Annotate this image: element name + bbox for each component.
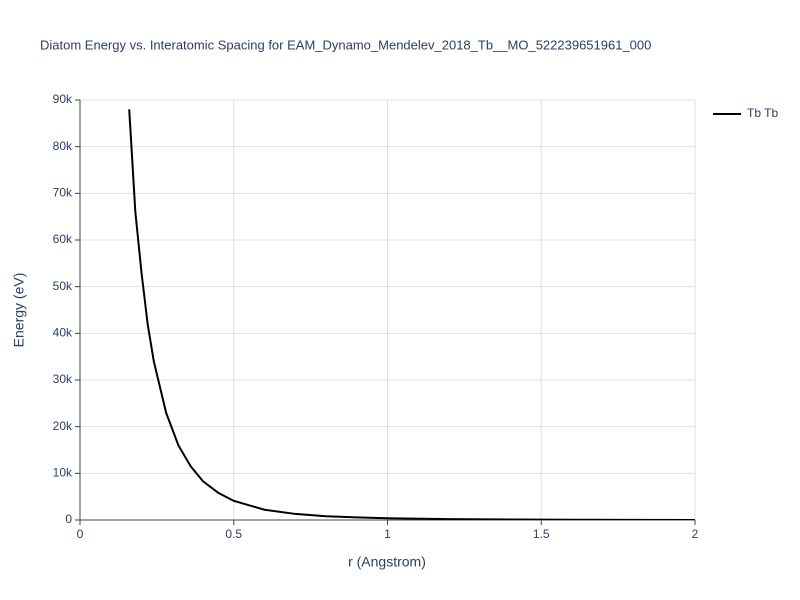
plot-area <box>128 109 695 520</box>
y-tick-label: 70k <box>53 186 73 200</box>
y-axis-title: Energy (eV) <box>11 273 27 348</box>
y-tick-label: 10k <box>53 466 73 480</box>
x-tick-label: 1.5 <box>533 527 550 541</box>
x-axis-title: r (Angstrom) <box>348 554 426 570</box>
legend-label: Tb Tb <box>747 106 778 120</box>
y-tick-label: 30k <box>53 372 73 386</box>
y-tick-label: 80k <box>53 139 73 153</box>
series-line <box>128 109 695 520</box>
x-tick-label: 1 <box>384 527 391 541</box>
y-tick-label: 60k <box>53 232 73 246</box>
chart-title: Diatom Energy vs. Interatomic Spacing fo… <box>40 37 651 52</box>
y-tick-label: 90k <box>53 92 73 106</box>
y-tick-label: 0 <box>65 512 72 526</box>
x-tick-label: 0.5 <box>225 527 242 541</box>
y-tick-label: 40k <box>53 326 73 340</box>
x-tick-label: 0 <box>77 527 84 541</box>
y-tick-label: 20k <box>53 419 73 433</box>
x-tick-label: 2 <box>692 527 699 541</box>
y-tick-label: 50k <box>53 279 73 293</box>
